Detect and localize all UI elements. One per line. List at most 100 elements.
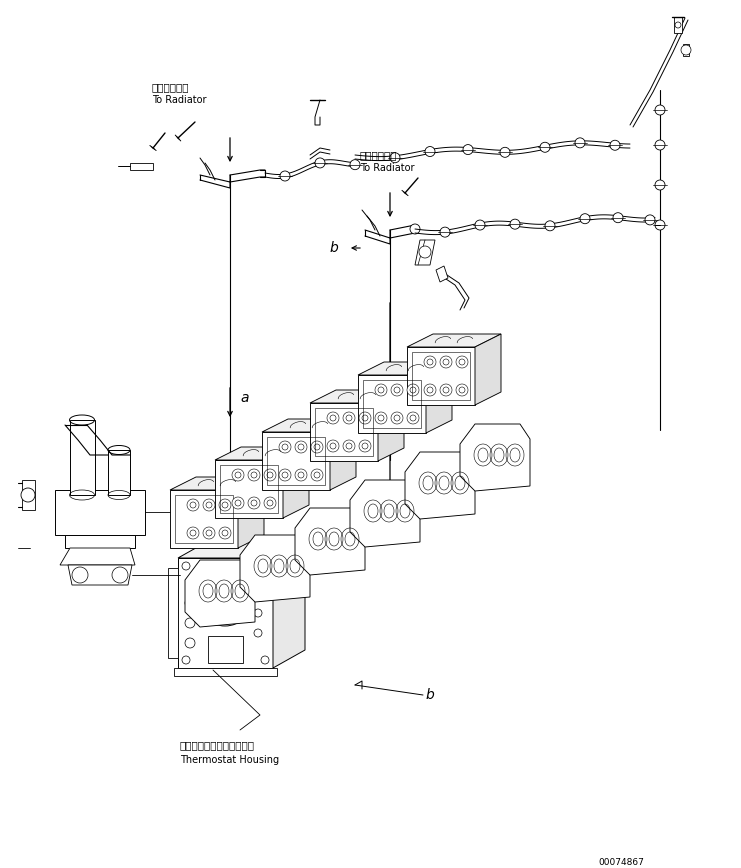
Circle shape: [459, 359, 465, 365]
Text: ラジエータへ: ラジエータへ: [360, 150, 397, 160]
Polygon shape: [683, 44, 689, 56]
Circle shape: [232, 469, 244, 481]
Polygon shape: [426, 362, 452, 433]
Circle shape: [206, 502, 212, 508]
Circle shape: [407, 384, 419, 396]
Text: サーモスタットハウジング: サーモスタットハウジング: [180, 740, 255, 750]
Polygon shape: [460, 424, 530, 491]
Circle shape: [190, 530, 196, 536]
Circle shape: [327, 412, 339, 424]
Text: 00074867: 00074867: [598, 858, 644, 867]
Text: To Radiator: To Radiator: [152, 95, 207, 105]
Circle shape: [410, 387, 416, 393]
Circle shape: [267, 500, 273, 506]
Circle shape: [410, 415, 416, 421]
Circle shape: [410, 224, 420, 234]
Polygon shape: [330, 419, 356, 490]
Circle shape: [185, 598, 195, 608]
Circle shape: [203, 527, 215, 539]
Circle shape: [424, 356, 436, 368]
Circle shape: [298, 444, 304, 450]
Polygon shape: [208, 636, 243, 663]
Polygon shape: [407, 334, 501, 347]
Circle shape: [311, 469, 323, 481]
Polygon shape: [415, 240, 435, 265]
Polygon shape: [60, 548, 135, 565]
Circle shape: [282, 472, 288, 478]
Circle shape: [235, 472, 241, 478]
Circle shape: [311, 441, 323, 453]
Polygon shape: [170, 490, 238, 548]
Circle shape: [314, 444, 320, 450]
Circle shape: [655, 105, 665, 115]
Circle shape: [443, 387, 449, 393]
Circle shape: [425, 147, 435, 156]
Circle shape: [419, 246, 431, 258]
Circle shape: [314, 472, 320, 478]
Circle shape: [235, 500, 241, 506]
Polygon shape: [238, 477, 264, 548]
Circle shape: [407, 412, 419, 424]
Polygon shape: [283, 447, 309, 518]
Circle shape: [459, 387, 465, 393]
Circle shape: [359, 440, 371, 452]
Circle shape: [346, 443, 352, 449]
Circle shape: [575, 138, 585, 148]
Polygon shape: [174, 668, 277, 676]
Circle shape: [261, 562, 269, 570]
Circle shape: [279, 469, 291, 481]
Polygon shape: [407, 347, 475, 405]
Circle shape: [350, 160, 360, 169]
Circle shape: [456, 384, 468, 396]
Circle shape: [440, 227, 450, 237]
Text: a: a: [240, 391, 248, 405]
Circle shape: [185, 638, 195, 648]
Circle shape: [222, 502, 228, 508]
Circle shape: [655, 180, 665, 190]
Circle shape: [185, 618, 195, 628]
Circle shape: [330, 443, 336, 449]
Circle shape: [613, 213, 623, 223]
Polygon shape: [178, 558, 273, 668]
Circle shape: [206, 530, 212, 536]
Circle shape: [362, 443, 368, 449]
Polygon shape: [240, 535, 310, 602]
Circle shape: [248, 469, 260, 481]
Circle shape: [279, 441, 291, 453]
Circle shape: [182, 656, 190, 664]
Circle shape: [645, 215, 655, 225]
Polygon shape: [674, 17, 682, 33]
Polygon shape: [273, 540, 305, 668]
Circle shape: [375, 412, 387, 424]
Circle shape: [378, 415, 384, 421]
Circle shape: [219, 527, 231, 539]
Polygon shape: [65, 535, 135, 548]
Circle shape: [655, 220, 665, 230]
Circle shape: [295, 441, 307, 453]
Polygon shape: [215, 460, 283, 518]
Circle shape: [346, 415, 352, 421]
Circle shape: [280, 171, 290, 181]
Circle shape: [427, 359, 433, 365]
Polygon shape: [68, 565, 132, 585]
Polygon shape: [358, 362, 452, 375]
Circle shape: [343, 440, 355, 452]
Circle shape: [205, 578, 245, 618]
Circle shape: [267, 472, 273, 478]
Circle shape: [21, 488, 35, 502]
Circle shape: [222, 530, 228, 536]
Circle shape: [112, 567, 128, 583]
Polygon shape: [262, 419, 356, 432]
Circle shape: [500, 148, 510, 157]
Circle shape: [580, 214, 590, 224]
Circle shape: [655, 140, 665, 150]
Polygon shape: [350, 480, 420, 547]
Circle shape: [375, 384, 387, 396]
Circle shape: [264, 469, 276, 481]
Circle shape: [424, 384, 436, 396]
Circle shape: [219, 499, 231, 511]
Polygon shape: [358, 375, 426, 433]
Polygon shape: [215, 447, 309, 460]
Circle shape: [254, 609, 262, 617]
Polygon shape: [55, 490, 145, 535]
